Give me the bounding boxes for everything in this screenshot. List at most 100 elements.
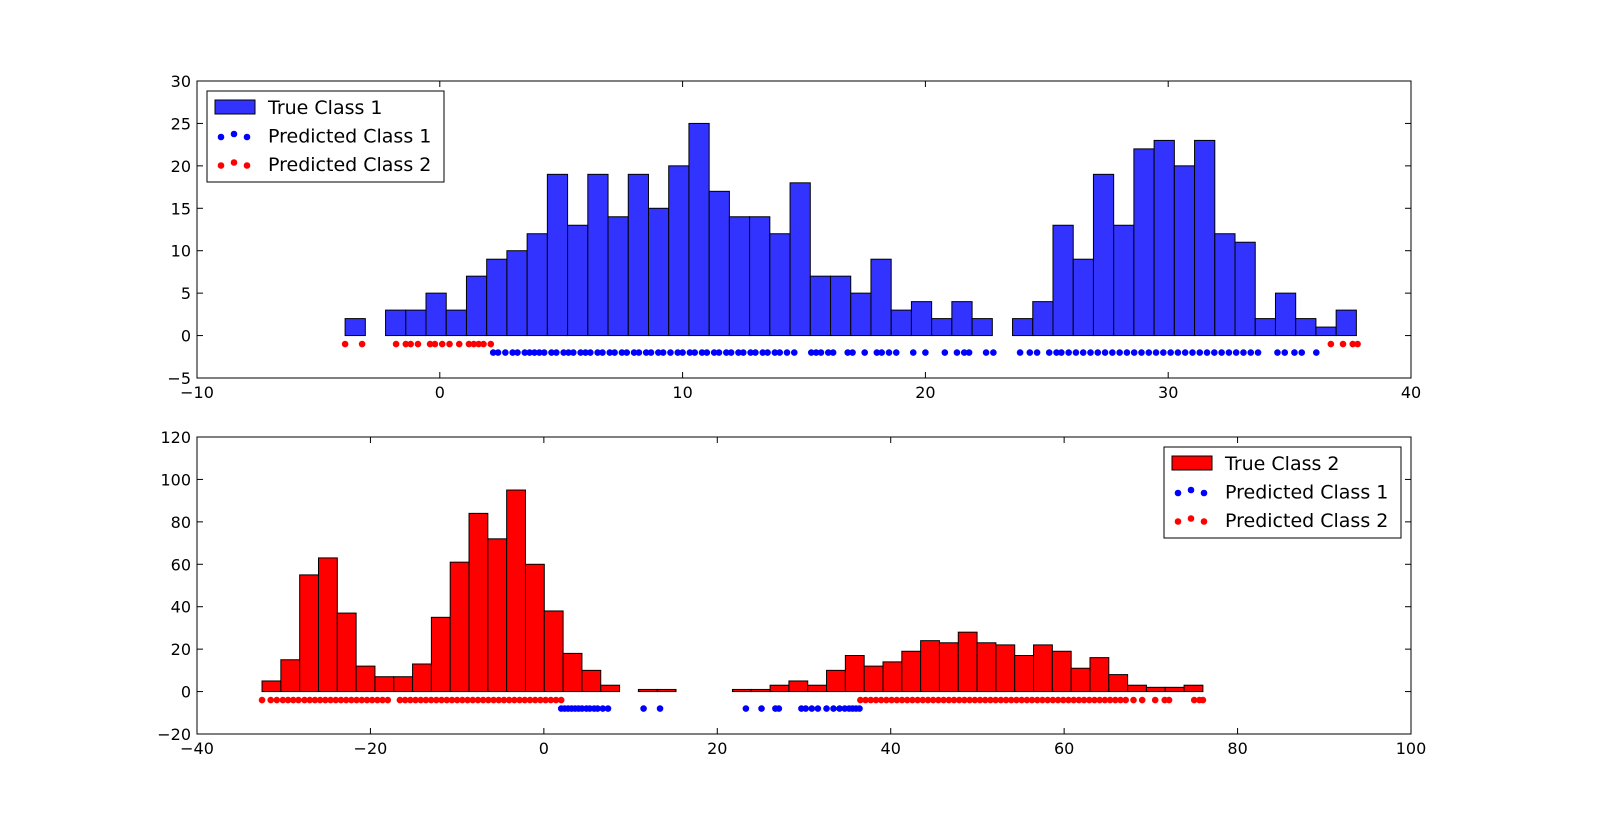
predicted-class-2-point <box>392 340 400 348</box>
histogram-bar <box>788 680 809 693</box>
predicted-class-2-point <box>1018 696 1025 704</box>
histogram-bar <box>1070 667 1091 693</box>
histogram-bar <box>863 665 884 693</box>
predicted-class-2-point <box>557 696 565 704</box>
predicted-class-1-point <box>526 349 533 356</box>
y-tick-label: −5 <box>167 369 191 388</box>
predicted-class-1-point <box>1174 349 1182 356</box>
histogram-bar <box>506 250 528 337</box>
predicted-class-1-point <box>494 349 502 356</box>
predicted-class-2-point <box>1112 696 1119 704</box>
predicted-class-1-point <box>742 705 750 712</box>
top-histogram-plot: −10 0 10 20 30 40 −5 0 5 10 15 20 25 30 True Class 1 Pr… <box>167 72 1421 402</box>
histogram-bar <box>769 684 790 693</box>
predicted-class-1-point <box>747 349 754 356</box>
histogram-bar <box>1052 224 1074 337</box>
histogram-bar <box>1113 224 1135 337</box>
predicted-class-2-point <box>374 696 381 704</box>
histogram-bar <box>317 557 338 693</box>
histogram-bar <box>870 258 892 337</box>
predicted-class-1-point <box>1026 349 1034 356</box>
y-tick-label: 60 <box>171 555 191 574</box>
predicted-class-2-point <box>1354 340 1361 348</box>
predicted-class-1-point <box>861 349 868 356</box>
histogram-bar <box>1274 292 1297 337</box>
predicted-class-1-point <box>640 705 647 712</box>
histogram-bar <box>524 563 545 693</box>
predicted-class-2-point <box>446 340 453 348</box>
x-tick-label: 40 <box>881 739 901 758</box>
predicted-class-2-point <box>414 340 422 348</box>
predicted-class-2-point <box>1106 696 1114 704</box>
predicted-class-2-point <box>316 696 324 704</box>
predicted-class-2-point <box>1101 696 1109 704</box>
predicted-class-2-point <box>1122 696 1130 704</box>
predicted-class-2-point <box>1151 696 1159 704</box>
predicted-class-2-point <box>976 696 984 704</box>
predicted-class-2-point <box>412 696 419 704</box>
x-tick-label: −40 <box>180 739 214 758</box>
predicted-class-1-point <box>1065 349 1072 356</box>
predicted-class-1-point <box>1152 349 1160 356</box>
predicted-class-2-point <box>1023 696 1031 704</box>
histogram-bar <box>1127 684 1147 693</box>
predicted-class-2-point <box>306 696 314 704</box>
predicted-class-1-point <box>830 705 837 712</box>
predicted-class-1-point <box>659 349 667 356</box>
predicted-class-2-point <box>284 696 292 704</box>
histogram-bar <box>546 173 569 337</box>
histogram-bar <box>449 561 470 693</box>
predicted-class-1-point <box>1123 349 1131 356</box>
legend-label: Predicted Class 2 <box>1225 510 1388 532</box>
predicted-class-2-point <box>353 696 360 704</box>
predicted-class-2-point <box>438 696 445 704</box>
predicted-class-2-point <box>1033 696 1041 704</box>
predicted-class-1-point <box>604 705 612 712</box>
predicted-class-1-point <box>922 349 929 356</box>
predicted-class-2-point <box>883 696 890 704</box>
histogram-bar <box>688 122 710 337</box>
predicted-class-1-point <box>642 349 650 356</box>
predicted-class-1-point <box>1203 349 1211 356</box>
predicted-class-1-point <box>740 349 747 356</box>
y-tick-label: 80 <box>171 513 191 532</box>
x-tick-label: 40 <box>1401 383 1421 402</box>
histogram-bar <box>890 309 912 337</box>
predicted-class-1-point <box>1196 349 1204 356</box>
legend-label: Predicted Class 1 <box>268 126 431 148</box>
predicted-class-1-point <box>710 349 718 356</box>
histogram-bar <box>299 574 319 693</box>
predicted-class-2-point <box>443 696 451 704</box>
predicted-class-1-point <box>698 349 706 356</box>
predicted-class-2-point <box>337 696 345 704</box>
histogram-bar <box>465 275 488 337</box>
predicted-class-1-point <box>873 349 881 356</box>
predicted-class-1-point <box>752 349 759 356</box>
predicted-class-1-point <box>611 349 618 356</box>
legend-label: True Class 1 <box>267 97 383 119</box>
predicted-class-2-point <box>1165 696 1173 704</box>
predicted-class-2-point <box>332 696 340 704</box>
predicted-class-2-point <box>971 696 979 704</box>
x-tick-label: 20 <box>915 383 935 402</box>
histogram-bar <box>562 652 583 693</box>
legend-dot-swatch <box>1200 518 1208 525</box>
predicted-class-2-point <box>407 696 414 704</box>
predicted-class-2-point <box>327 696 334 704</box>
predicted-class-1-point <box>775 705 783 712</box>
predicted-class-2-point <box>1054 696 1062 704</box>
predicted-class-1-point <box>982 349 990 356</box>
legend-dot-swatch <box>230 159 238 166</box>
y-tick-label: 5 <box>181 284 191 303</box>
predicted-class-1-point <box>1016 349 1024 356</box>
predicted-class-2-point <box>1085 696 1093 704</box>
histogram-bar <box>1033 644 1053 693</box>
predicted-class-1-point <box>758 705 765 712</box>
y-tick-label: 0 <box>181 683 191 702</box>
histogram-bar <box>1089 657 1110 693</box>
predicted-class-1-point <box>783 349 791 356</box>
predicted-class-2-point <box>289 696 297 704</box>
predicted-class-2-point <box>267 696 275 704</box>
predicted-class-1-point <box>1033 349 1041 356</box>
predicted-class-2-point <box>981 696 989 704</box>
